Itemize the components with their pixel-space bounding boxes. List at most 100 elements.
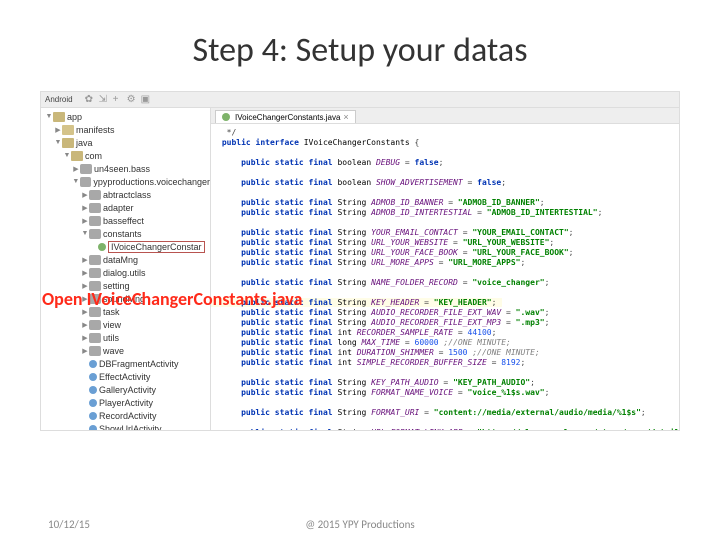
folder-icon (62, 125, 74, 135)
tree-node[interactable]: RecordActivity (41, 409, 210, 422)
footer-copyright: @ 2015 YPY Productions (305, 518, 414, 531)
tree-label: adapter (103, 203, 134, 213)
gear-icon[interactable]: ⚙ (127, 95, 137, 105)
toolbar: Android ✿ ⇲ + ⚙ ▣ (41, 92, 679, 108)
tree-label: com (85, 151, 102, 161)
tree-node[interactable]: ▶abtractclass (41, 188, 210, 201)
tree-label: view (103, 320, 121, 330)
tree-node[interactable]: ▶ un4seen.bass (41, 162, 210, 175)
class-icon (89, 386, 97, 394)
interface-icon (222, 113, 230, 121)
iface-icon (98, 243, 106, 251)
tree-node[interactable]: ▼ app (41, 110, 210, 123)
class-icon (89, 399, 97, 407)
class-icon (89, 360, 97, 368)
expand-arrow-icon[interactable]: ▶ (81, 295, 89, 303)
tree-label: task (103, 307, 120, 317)
pkg-icon (89, 346, 101, 356)
expand-arrow-icon[interactable]: ▶ (81, 191, 89, 199)
tree-label: dialog.utils (103, 268, 146, 278)
expand-arrow-icon[interactable]: ▶ (54, 126, 62, 134)
folder-o-icon (62, 138, 74, 148)
code-area[interactable]: */ public interface IVoiceChangerConstan… (211, 124, 679, 430)
tree-label: basseffect (103, 216, 144, 226)
pkg-icon (89, 268, 101, 278)
collapse-icon[interactable]: ⇲ (99, 95, 109, 105)
tree-node[interactable]: ▶ basseffect (41, 214, 210, 227)
tree-node[interactable]: ▶ dataMng (41, 253, 210, 266)
tree-node[interactable]: ▼ ypyproductions.voicechanger (41, 175, 210, 188)
tree-node[interactable]: ▶ dialog.utils (41, 266, 210, 279)
split-icon[interactable]: ▣ (141, 95, 151, 105)
tree-node[interactable]: ▶setting (41, 279, 210, 292)
tree-node[interactable]: ▶ manifests (41, 123, 210, 136)
expand-arrow-icon[interactable]: ▶ (81, 282, 89, 290)
tree-label: soundMng (103, 294, 145, 304)
tree-node[interactable]: GalleryActivity (41, 383, 210, 396)
tree-node[interactable]: DBFragmentActivity (41, 357, 210, 370)
expand-arrow-icon[interactable]: ▼ (54, 139, 62, 146)
class-icon (89, 373, 97, 381)
slide-title: Step 4: Setup your datas (0, 0, 720, 91)
tree-label: ypyproductions.voicechanger (93, 177, 210, 187)
expand-arrow-icon[interactable]: ▶ (72, 165, 80, 173)
pkg-icon (89, 255, 101, 265)
tree-label: utils (103, 333, 119, 343)
tree-label: IVoiceChangerConstar (108, 241, 205, 253)
tab-filename: IVoiceChangerConstants.java (235, 113, 340, 122)
expand-arrow-icon[interactable]: ▼ (45, 113, 53, 120)
pkg-icon (89, 294, 101, 304)
expand-arrow-icon[interactable]: ▶ (81, 347, 89, 355)
tree-node[interactable]: ▶ wave (41, 344, 210, 357)
tree-node[interactable]: ▼ com (41, 149, 210, 162)
tree-node[interactable]: EffectActivity (41, 370, 210, 383)
pkg-icon (89, 333, 101, 343)
tree-node[interactable]: ▶ soundMng (41, 292, 210, 305)
expand-arrow-icon[interactable]: ▼ (81, 230, 89, 237)
expand-arrow-icon[interactable]: ▶ (81, 269, 89, 277)
pkg-icon (80, 164, 92, 174)
tree-node[interactable]: IVoiceChangerConstar (41, 240, 210, 253)
expand-arrow-icon[interactable]: ▶ (81, 217, 89, 225)
tree-node[interactable]: ▶ utils (41, 331, 210, 344)
add-icon[interactable]: + (113, 95, 123, 105)
tree-node[interactable]: ▶ task (41, 305, 210, 318)
tree-node[interactable]: ▶ adapter (41, 201, 210, 214)
settings-icon[interactable]: ✿ (85, 95, 95, 105)
project-tree[interactable]: ▼app▶manifests▼java▼com▶un4seen.bass▼ypy… (41, 108, 211, 430)
tree-node[interactable]: ▼ constants (41, 227, 210, 240)
tree-label: wave (103, 346, 124, 356)
tree-label: app (67, 112, 82, 122)
class-icon (89, 425, 97, 431)
editor-pane: IVoiceChangerConstants.java × */ public … (211, 108, 679, 430)
tree-label: ShowUrlActivity (99, 424, 162, 431)
tree-node[interactable]: ▼java (41, 136, 210, 149)
footer-date: 10/12/15 (48, 518, 90, 531)
expand-arrow-icon[interactable]: ▼ (63, 152, 71, 159)
tree-label: constants (103, 229, 142, 239)
expand-arrow-icon[interactable]: ▶ (81, 204, 89, 212)
tree-label: PlayerActivity (99, 398, 153, 408)
close-icon[interactable]: × (343, 112, 348, 122)
pkg-icon (89, 216, 101, 226)
tree-node[interactable]: ShowUrlActivity (41, 422, 210, 430)
file-tab[interactable]: IVoiceChangerConstants.java × (215, 110, 356, 123)
expand-arrow-icon[interactable]: ▶ (81, 256, 89, 264)
tree-label: GalleryActivity (99, 385, 156, 395)
tree-node[interactable]: PlayerActivity (41, 396, 210, 409)
expand-arrow-icon[interactable]: ▶ (81, 308, 89, 316)
tree-label: dataMng (103, 255, 138, 265)
expand-arrow-icon[interactable]: ▼ (72, 178, 80, 185)
tree-node[interactable]: ▶ view (41, 318, 210, 331)
expand-arrow-icon[interactable]: ▶ (81, 334, 89, 342)
class-icon (89, 412, 97, 420)
tree-label: EffectActivity (99, 372, 150, 382)
pkg-icon (89, 203, 101, 213)
tree-label: un4seen.bass (94, 164, 150, 174)
tree-label: manifests (76, 125, 115, 135)
pkg-icon (89, 320, 101, 330)
expand-arrow-icon[interactable]: ▶ (81, 321, 89, 329)
toolbar-dropdown[interactable]: Android (45, 95, 73, 104)
ide-window: Android ✿ ⇲ + ⚙ ▣ ▼app▶manifests▼java▼co… (40, 91, 680, 431)
folder-o-icon (53, 112, 65, 122)
